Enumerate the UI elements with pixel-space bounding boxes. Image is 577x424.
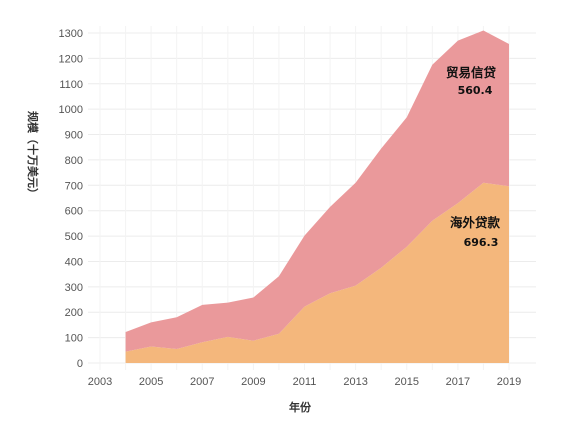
series-label-overseas-loans: 海外贷款 [450, 215, 501, 230]
x-tick-label: 2003 [88, 376, 112, 388]
x-tick-label: 2011 [293, 376, 317, 388]
y-tick-label: 1100 [59, 79, 83, 91]
y-axis-title: 规模（十万美元） [26, 111, 40, 199]
y-tick-label: 900 [65, 130, 83, 142]
value-label-overseas-loans: 696.3 [464, 236, 499, 249]
y-tick-label: 600 [65, 206, 83, 218]
area-trade-credit [125, 30, 509, 352]
y-tick-label: 300 [65, 282, 83, 294]
y-tick-label: 400 [65, 256, 83, 268]
y-tick-label: 200 [65, 307, 83, 319]
x-tick-label: 2015 [395, 376, 419, 388]
x-tick-label: 2013 [343, 376, 367, 388]
x-axis-ticks: 2003 2005 2007 2009 2011 2013 2015 2017 2019 [88, 376, 521, 388]
y-axis-ticks: 0 100 200 300 400 500 600 700 800 900 1000 1100 1200… [59, 28, 83, 370]
x-tick-label: 2017 [446, 376, 470, 388]
y-tick-label: 0 [77, 358, 83, 370]
value-label-trade-credit: 560.4 [458, 84, 493, 97]
area-overseas-loans [125, 182, 509, 363]
x-tick-label: 2007 [190, 376, 214, 388]
x-axis-title: 年份 [289, 400, 312, 414]
x-tick-label: 2005 [139, 376, 163, 388]
x-tick-label: 2019 [497, 376, 521, 388]
y-tick-label: 1200 [59, 53, 83, 65]
y-tick-label: 700 [65, 180, 83, 192]
x-tick-label: 2009 [241, 376, 265, 388]
y-tick-label: 100 [65, 333, 83, 345]
series-label-trade-credit: 贸易信贷 [446, 65, 497, 80]
areas-group [125, 30, 509, 363]
y-tick-label: 1300 [59, 28, 83, 40]
y-tick-label: 500 [65, 231, 83, 243]
y-tick-label: 800 [65, 155, 83, 167]
y-tick-label: 1000 [59, 104, 83, 116]
